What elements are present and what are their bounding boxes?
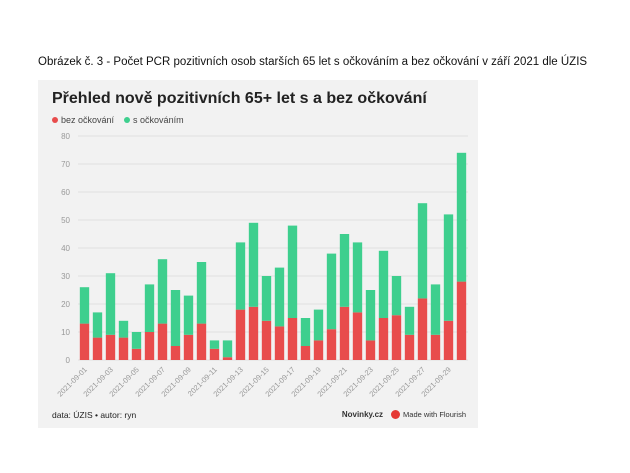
y-tick-label: 10 xyxy=(61,328,70,337)
bar-vaccinated xyxy=(105,273,116,335)
bar-unvaccinated xyxy=(157,323,168,360)
bar-unvaccinated xyxy=(326,329,337,360)
bar-unvaccinated xyxy=(365,340,376,360)
bar-unvaccinated xyxy=(417,298,428,360)
bar-unvaccinated xyxy=(378,318,389,360)
bar-vaccinated xyxy=(443,214,454,321)
bar-vaccinated xyxy=(417,203,428,299)
flourish-logo-icon xyxy=(391,410,401,419)
bar-unvaccinated xyxy=(79,323,90,360)
bar-unvaccinated xyxy=(339,306,350,360)
legend-swatch-red xyxy=(52,117,58,123)
bar-vaccinated xyxy=(235,242,246,310)
source-credit: data: ÚZIS • autor: ryn xyxy=(52,410,137,420)
bar-vaccinated xyxy=(326,253,337,330)
legend-item-unvaccinated: bez očkování xyxy=(52,115,114,125)
bar-unvaccinated xyxy=(170,346,181,360)
bar-vaccinated xyxy=(144,284,155,332)
bar-unvaccinated xyxy=(313,340,324,360)
bar-unvaccinated xyxy=(391,315,402,360)
bar-unvaccinated xyxy=(92,337,103,360)
bar-vaccinated xyxy=(287,225,298,318)
bar-vaccinated xyxy=(118,320,129,338)
chart-panel: 0 10 20 30 40 50 60 70 80 2021-09-01 2021-09-03 202… xyxy=(38,80,478,428)
legend-swatch-green xyxy=(124,117,131,123)
bar-vaccinated xyxy=(209,340,220,349)
bar-vaccinated xyxy=(183,295,194,335)
bar-unvaccinated xyxy=(209,348,220,360)
bar-unvaccinated xyxy=(352,312,363,360)
bar-unvaccinated xyxy=(261,320,272,360)
chart-title: Přehled nově pozitivních 65+ let s a bez… xyxy=(52,90,427,107)
bar-vaccinated xyxy=(378,250,389,318)
flourish-label: Made with Flourish xyxy=(403,410,466,419)
bar-unvaccinated xyxy=(430,334,441,360)
bar-unvaccinated xyxy=(300,346,311,360)
legend-item-vaccinated: s očkováním xyxy=(124,115,184,125)
bar-vaccinated xyxy=(300,318,311,346)
bar-unvaccinated xyxy=(274,326,285,360)
y-tick-label: 70 xyxy=(61,160,70,169)
bar-vaccinated xyxy=(170,290,181,346)
bar-vaccinated xyxy=(196,262,207,324)
flourish-link[interactable]: Made with Flourish xyxy=(391,410,466,419)
y-tick-label: 20 xyxy=(61,300,70,309)
bar-unvaccinated xyxy=(105,334,116,360)
bar-vaccinated xyxy=(248,222,259,307)
bar-vaccinated xyxy=(79,287,90,324)
bar-vaccinated xyxy=(391,276,402,316)
bar-unvaccinated xyxy=(456,281,467,360)
y-tick-label: 80 xyxy=(61,132,70,141)
bar-vaccinated xyxy=(352,242,363,313)
footer-branding: Novinky.cz Made with Flourish xyxy=(342,410,466,419)
bar-vaccinated xyxy=(365,290,376,341)
stacked-bar-chart: 010203040506070802021-09-012021-09-03202… xyxy=(55,132,468,399)
bar-vaccinated xyxy=(274,267,285,327)
y-tick-label: 60 xyxy=(61,188,70,197)
y-tick-label: 30 xyxy=(61,272,70,281)
bar-unvaccinated xyxy=(443,320,454,360)
bar-unvaccinated xyxy=(118,337,129,360)
bar-unvaccinated xyxy=(196,323,207,360)
bar-unvaccinated xyxy=(248,306,259,360)
bar-vaccinated xyxy=(157,259,168,324)
bar-unvaccinated xyxy=(287,318,298,360)
bar-vaccinated xyxy=(261,276,272,321)
legend-label: s očkováním xyxy=(133,115,184,125)
bar-unvaccinated xyxy=(222,357,233,360)
bar-vaccinated xyxy=(222,340,233,358)
y-tick-label: 40 xyxy=(61,244,70,253)
legend-label: bez očkování xyxy=(61,115,115,125)
bar-vaccinated xyxy=(313,309,324,341)
bar-unvaccinated xyxy=(144,332,155,360)
brand-logo: Novinky.cz xyxy=(341,410,384,419)
bar-vaccinated xyxy=(404,306,415,335)
bar-vaccinated xyxy=(339,234,350,307)
bar-vaccinated xyxy=(92,312,103,338)
bar-unvaccinated xyxy=(131,348,142,360)
y-tick-label: 50 xyxy=(61,216,70,225)
bar-unvaccinated xyxy=(404,334,415,360)
bar-vaccinated xyxy=(456,152,467,282)
bar-vaccinated xyxy=(430,284,441,335)
bar-unvaccinated xyxy=(183,334,194,360)
y-tick-label: 0 xyxy=(66,356,71,365)
figure-caption: Obrázek č. 3 - Počet PCR pozitivních oso… xyxy=(38,56,588,68)
chart-legend: bez očkování s očkováním xyxy=(52,115,184,125)
bar-unvaccinated xyxy=(235,309,246,360)
bar-vaccinated xyxy=(131,332,142,349)
